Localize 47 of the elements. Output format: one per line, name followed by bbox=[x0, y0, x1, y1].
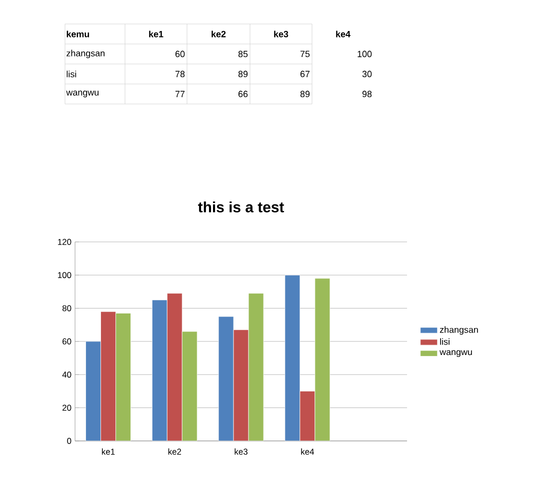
y-tick-label: wangwu bbox=[66, 90, 98, 98]
x-tick-label: ke1 bbox=[102, 448, 115, 455]
bar bbox=[284, 274, 300, 441]
chart-title: this is a test bbox=[198, 201, 284, 212]
y-tick-label: 120 bbox=[58, 238, 72, 245]
y-tick-label: 0 bbox=[67, 438, 72, 444]
data-label: 67 bbox=[300, 70, 310, 78]
bar bbox=[248, 293, 264, 441]
bar bbox=[86, 341, 101, 441]
y-tick-label: 20 bbox=[62, 404, 72, 411]
y-tick-label: 100 bbox=[58, 272, 72, 278]
bar bbox=[116, 313, 131, 441]
y-tick-label: 60 bbox=[62, 338, 72, 344]
data-label: 98 bbox=[362, 90, 372, 98]
text: kemu bbox=[66, 30, 90, 38]
bar bbox=[300, 390, 316, 441]
x-tick-label: ke4 bbox=[301, 448, 314, 455]
legend-label: lisi bbox=[440, 338, 450, 345]
bar bbox=[182, 331, 198, 441]
y-tick-label: 80 bbox=[62, 305, 72, 312]
data-label: 85 bbox=[238, 50, 248, 58]
bar bbox=[218, 316, 234, 441]
data-label: 77 bbox=[175, 90, 185, 98]
x-tick-label: ke2 bbox=[212, 30, 226, 38]
bar bbox=[233, 330, 249, 441]
data-label: 100 bbox=[358, 50, 372, 58]
y-tick-label: zhangsan bbox=[66, 50, 105, 58]
legend-label: zhangsan bbox=[440, 326, 478, 335]
bar bbox=[152, 300, 168, 441]
x-tick-label: ke1 bbox=[149, 30, 164, 38]
data-label: 78 bbox=[175, 70, 185, 78]
data-label: 30 bbox=[362, 70, 372, 78]
legend-label: wangwu bbox=[440, 350, 472, 357]
bar bbox=[314, 278, 330, 441]
data-label: 66 bbox=[238, 90, 248, 98]
x-tick-label: ke3 bbox=[274, 30, 288, 38]
bar bbox=[100, 311, 116, 441]
y-tick-label: 40 bbox=[62, 372, 72, 378]
x-tick-label: ke2 bbox=[168, 448, 182, 455]
y-tick-label: lisi bbox=[66, 70, 76, 78]
x-tick-label: ke3 bbox=[234, 448, 248, 455]
data-label: 60 bbox=[175, 50, 185, 58]
data-label: 75 bbox=[300, 50, 310, 58]
bar bbox=[166, 293, 182, 441]
x-tick-label: ke4 bbox=[336, 30, 350, 38]
data-label: 89 bbox=[300, 90, 310, 98]
data-label: 89 bbox=[238, 70, 248, 78]
